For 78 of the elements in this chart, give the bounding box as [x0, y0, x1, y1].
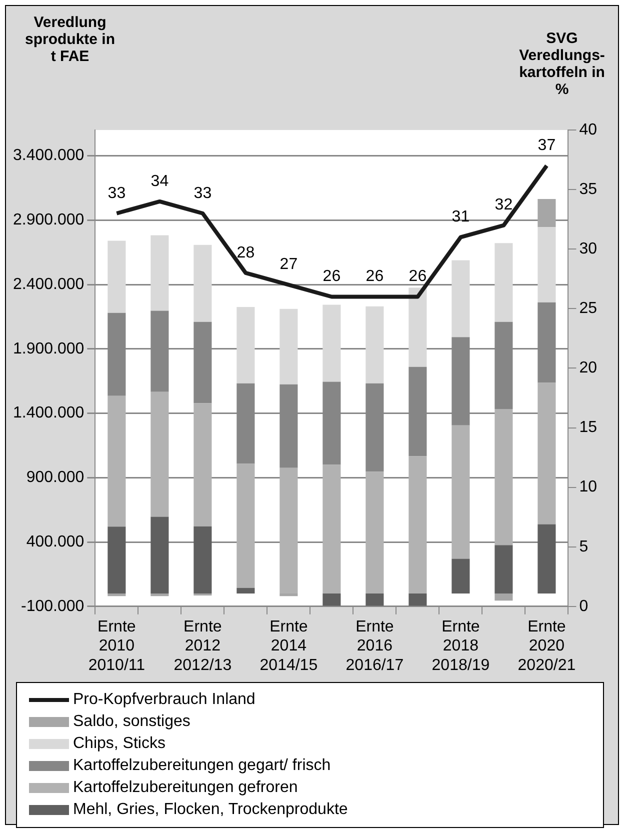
- y2-tick-label: 35: [579, 180, 598, 198]
- bar: [280, 468, 298, 594]
- bar: [538, 199, 556, 228]
- x-tick-label: Ernte 2010 2010/11: [88, 618, 146, 674]
- y-tick-label: 2.400.000: [12, 276, 84, 293]
- data-label: 32: [494, 196, 513, 214]
- bar: [494, 545, 513, 594]
- bar: [194, 526, 212, 594]
- bar: [538, 524, 556, 594]
- bar: [150, 594, 169, 596]
- y-tick-label: 3.400.000: [12, 147, 84, 164]
- legend-label: Saldo, sonstiges: [73, 713, 190, 731]
- bar: [408, 594, 427, 606]
- data-label: 26: [322, 268, 341, 286]
- data-label: 37: [538, 137, 556, 154]
- y-tick-label: -100.000: [21, 598, 84, 615]
- data-label: 27: [280, 256, 298, 274]
- bar: [494, 243, 513, 322]
- bar: [408, 288, 427, 367]
- bar: [236, 588, 255, 594]
- bar: [452, 425, 470, 559]
- data-label: 34: [150, 172, 169, 190]
- bar: [322, 594, 341, 606]
- y-tick-label: 900.000: [26, 469, 84, 486]
- y2-tick-label: 15: [579, 419, 598, 436]
- legend-label: Mehl, Gries, Flocken, Trockenprodukte: [73, 801, 348, 819]
- bar: [322, 464, 341, 594]
- bar: [322, 304, 341, 382]
- bar: [150, 392, 169, 517]
- y-tick-label: 400.000: [26, 533, 84, 550]
- y2-tick-label: 40: [579, 121, 598, 138]
- x-tick-label: Ernte 2016 2016/17: [346, 618, 404, 674]
- bar: [108, 396, 126, 527]
- y-tick-label: 2.900.000: [12, 212, 84, 229]
- bar: [194, 244, 212, 322]
- bar: [452, 558, 470, 594]
- bar: [452, 260, 470, 338]
- bar: [366, 306, 384, 384]
- y2-axis-title: SVG Veredlungs-kartoffeln in %: [518, 30, 606, 98]
- x-tick-label: Ernte 2018 2018/19: [432, 618, 490, 674]
- data-label: 33: [108, 184, 126, 202]
- data-label: 26: [366, 268, 384, 286]
- y2-tick-label: 25: [579, 300, 598, 318]
- bar: [494, 409, 513, 546]
- bar: [108, 526, 126, 594]
- bar: [366, 472, 384, 594]
- bar: [150, 516, 169, 594]
- bar: [236, 307, 255, 384]
- bar: [408, 456, 427, 594]
- bar: [280, 308, 298, 384]
- legend-label: Kartoffelzubereitungen gegart/ frisch: [73, 757, 331, 775]
- bar: [194, 403, 212, 526]
- bar: [538, 227, 556, 302]
- data-label: 26: [408, 268, 427, 286]
- data-label: 33: [194, 184, 212, 202]
- y-axis-title: Veredlung sprodukte in t FAE: [24, 14, 116, 65]
- bar: [538, 382, 556, 524]
- y2-tick-label: 20: [579, 360, 598, 377]
- legend-label: Chips, Sticks: [73, 735, 166, 753]
- y-tick-label: 1.400.000: [12, 404, 84, 422]
- y2-tick-label: 5: [579, 538, 588, 556]
- data-label: 28: [236, 244, 255, 262]
- legend-label: Pro-Kopfverbrauch Inland: [73, 691, 256, 709]
- legend-label: Kartoffelzubereitungen gefroren: [73, 779, 298, 797]
- bar: [150, 235, 169, 311]
- bar: [366, 594, 384, 606]
- y-tick-label: 1.900.000: [12, 340, 84, 358]
- y2-tick-label: 10: [579, 478, 598, 496]
- x-tick-label: Ernte 2014 2014/15: [260, 618, 318, 674]
- bar: [108, 240, 126, 313]
- data-label: 31: [452, 208, 470, 226]
- y2-tick-label: 0: [579, 598, 588, 615]
- bar: [494, 594, 513, 601]
- x-tick-label: Ernte 2020 2020/21: [518, 618, 576, 674]
- x-tick-label: Ernte 2012 2012/13: [174, 618, 232, 674]
- bar: [108, 594, 126, 596]
- y2-tick-label: 30: [579, 240, 598, 258]
- bar: [236, 464, 255, 588]
